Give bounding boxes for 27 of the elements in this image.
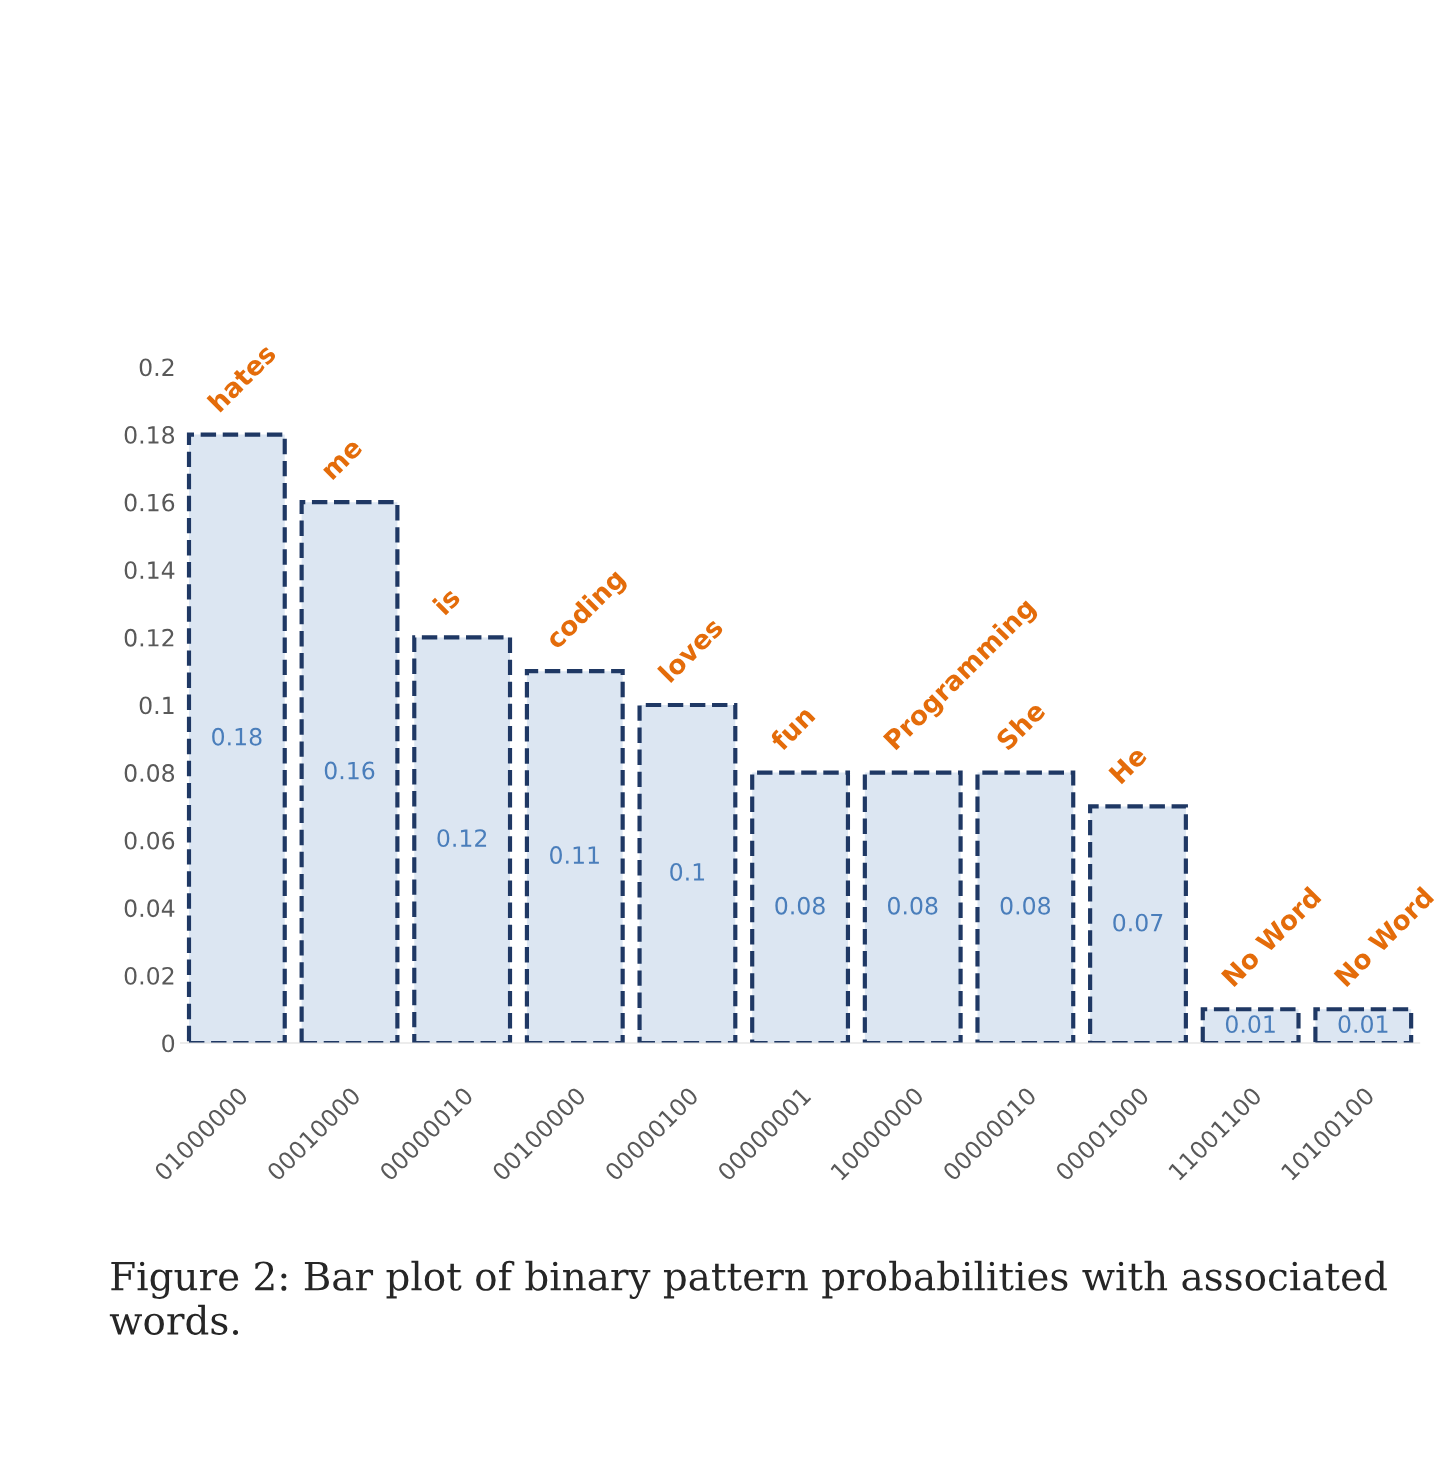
y-tick-label: 0.04 [124,899,175,918]
caption: Figure 2: Bar plot of binary pattern probabilities with associated words. [109,1260,1387,1335]
annotation: He [1108,744,1148,785]
data-label: 0.16 [324,761,375,780]
data-label: 0.08 [1000,896,1051,915]
data-label: 0.11 [550,846,599,864]
y-tick-label: 0.08 [124,764,175,782]
annotation: is [431,586,462,616]
data-label: 0.01 [1225,1015,1275,1034]
y-tick-label: 0.2 [139,358,174,377]
y-tick-label: 0 [162,1034,175,1053]
data-label: 0.08 [775,896,825,915]
y-tick-label: 0.06 [124,831,175,850]
y-tick-label: 0.12 [124,628,174,647]
data-label: 0.1 [670,863,705,881]
annotation: fun [768,704,816,752]
y-tick-label: 0.18 [124,426,175,444]
y-tick-label: 0.02 [124,966,174,985]
y-tick-label: 0.16 [124,493,175,512]
data-label: 0.18 [212,727,262,746]
data-label: 0.07 [1113,913,1163,932]
data-label: 0.01 [1338,1015,1388,1034]
data-label: 0.12 [437,829,487,848]
y-tick-label: 0.14 [124,561,175,580]
y-tick-label: 0.1 [139,696,174,715]
annotation: me [322,439,364,481]
data-label: 0.08 [887,896,938,915]
